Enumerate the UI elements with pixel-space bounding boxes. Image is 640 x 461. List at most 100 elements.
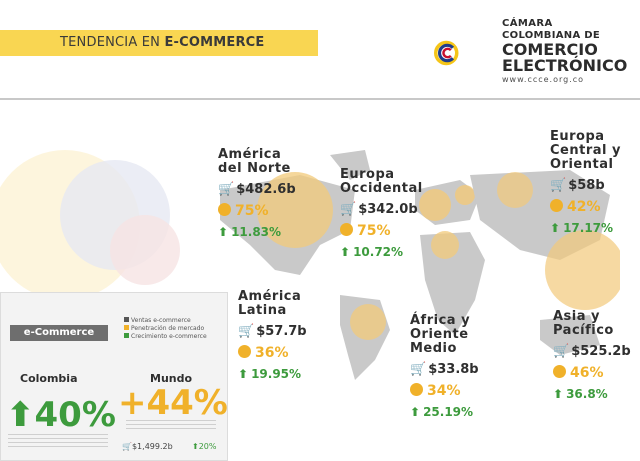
ecommerce-tag: e-Commerce xyxy=(10,325,108,341)
share-value: 34% xyxy=(427,383,461,399)
sales-amount: 🛒 $342.0b xyxy=(340,202,423,217)
amount-value: $525.2b xyxy=(571,344,631,359)
market-share: 36% xyxy=(238,345,307,361)
cart-icon: 🛒 xyxy=(553,344,570,359)
logo-text: CÁMARA COLOMBIANA DE COMERCIO ELECTRÓNIC… xyxy=(502,18,640,86)
logo-line2: COLOMBIANA DE xyxy=(502,30,601,41)
map-highlight-south-america xyxy=(350,304,386,340)
sales-amount: 🛒 $482.6b xyxy=(218,182,296,197)
header-band xyxy=(0,30,318,56)
growth-rate: ⬆ 19.95% xyxy=(238,367,307,381)
region-name-line1: Asia y xyxy=(553,309,601,324)
mundo-amount: 🛒$1,499.2b xyxy=(122,442,173,451)
market-share: 75% xyxy=(340,223,423,239)
region-north-america: América del Norte 🛒 $482.6b 75% ⬆ 11.83% xyxy=(218,148,296,239)
cart-icon: 🛒 xyxy=(340,202,357,217)
mundo-caption xyxy=(126,420,216,430)
region-name-line2: Central y xyxy=(550,143,621,158)
legend-item-growth: Crecimiento e-commerce xyxy=(124,333,207,341)
region-name-line1: América xyxy=(238,289,302,304)
region-name-line2: Latina xyxy=(238,303,287,318)
growth-value: 36.8% xyxy=(566,387,608,401)
mundo-label: Mundo xyxy=(150,372,193,385)
market-share: 46% xyxy=(553,365,631,381)
map-highlight-west-europe xyxy=(419,189,451,221)
title-bold: E-COMMERCE xyxy=(164,35,265,50)
region-africa-middle-east: África y Oriente Medio 🛒 $33.8b 34% ⬆ 25.1… xyxy=(410,314,479,419)
circle-icon xyxy=(410,383,423,396)
market-share: 75% xyxy=(218,203,296,219)
mundo-growth-value: 20% xyxy=(198,442,217,451)
amount-value: $342.0b xyxy=(358,202,418,217)
cart-icon: 🛒 xyxy=(122,442,132,451)
share-value: 75% xyxy=(235,203,269,219)
region-name-line2: Pacífico xyxy=(553,323,614,338)
arrow-up-icon: ⬆ xyxy=(410,405,421,419)
arrow-up-icon: ⬆ xyxy=(340,245,351,259)
cart-icon: 🛒 xyxy=(238,324,255,339)
title-prefix: TENDENCIA EN xyxy=(60,35,165,50)
growth-value: 19.95% xyxy=(251,367,302,381)
arrow-up-icon: ⬆ xyxy=(238,367,249,381)
map-highlight-north-america xyxy=(257,172,333,248)
map-highlight-russia xyxy=(497,172,533,208)
map-highlight-asia xyxy=(545,230,620,310)
growth-value: 11.83% xyxy=(231,225,282,239)
legend-label: Penetración de mercado xyxy=(131,325,205,332)
region-name-line1: Europa xyxy=(550,129,605,144)
cart-icon: 🛒 xyxy=(218,182,235,197)
growth-rate: ⬆ 10.72% xyxy=(340,245,423,259)
decorative-circle-red xyxy=(110,215,180,285)
growth-value: 25.19% xyxy=(423,405,474,419)
sales-amount: 🛒 $57.7b xyxy=(238,324,307,339)
share-value: 75% xyxy=(357,223,391,239)
growth-rate: ⬆ 25.19% xyxy=(410,405,479,419)
region-latin-america: América Latina 🛒 $57.7b 36% ⬆ 19.95% xyxy=(238,290,307,381)
amount-value: $33.8b xyxy=(428,362,479,377)
logo-url: www.ccce.org.co xyxy=(502,75,585,84)
circle-icon xyxy=(340,223,353,236)
map-australia xyxy=(540,315,600,355)
sales-amount: 🛒 $58b xyxy=(550,178,621,193)
legend-item-sales: Ventas e-commerce xyxy=(124,317,207,325)
map-africa xyxy=(420,232,485,335)
logo-line3: COMERCIO xyxy=(502,40,598,59)
sales-amount: 🛒 $525.2b xyxy=(553,344,631,359)
map-highlight-east-europe xyxy=(455,185,475,205)
mundo-amount-value: $1,499.2b xyxy=(131,442,173,451)
legend-label: Crecimiento e-commerce xyxy=(131,333,207,340)
growth-value: 17.17% xyxy=(563,221,614,235)
region-name-line1: Europa xyxy=(340,167,395,182)
circle-icon xyxy=(550,199,563,212)
arrow-up-icon: ⬆ xyxy=(6,395,35,435)
region-name-line2: Oriente xyxy=(410,327,469,342)
panel-legend: Ventas e-commerce Penetración de mercado… xyxy=(124,317,207,341)
market-share: 42% xyxy=(550,199,621,215)
region-name-line1: África y xyxy=(410,313,471,328)
share-value: 46% xyxy=(570,365,604,381)
sales-amount: 🛒 $33.8b xyxy=(410,362,479,377)
circle-icon xyxy=(238,345,251,358)
logo-line1: CÁMARA xyxy=(502,18,553,29)
legend-swatch xyxy=(124,333,129,338)
amount-value: $58b xyxy=(568,178,605,193)
arrow-up-icon: ⬆ xyxy=(553,387,564,401)
amount-value: $57.7b xyxy=(256,324,307,339)
mundo-growth-small: ⬆20% xyxy=(192,442,216,451)
region-name-line2: Occidental xyxy=(340,181,423,196)
region-western-europe: Europa Occidental 🛒 $342.0b 75% ⬆ 10.72% xyxy=(340,168,423,259)
header-divider xyxy=(0,98,640,100)
region-central-eastern-europe: Europa Central y Oriental 🛒 $58b 42% ⬆ 17.… xyxy=(550,130,621,235)
amount-value: $482.6b xyxy=(236,182,296,197)
circle-icon xyxy=(553,365,566,378)
ccce-logo-icon xyxy=(434,40,459,66)
legend-item-penetration: Penetración de mercado xyxy=(124,325,207,333)
map-highlight-africa xyxy=(431,231,459,259)
colombia-caption xyxy=(8,434,108,448)
colombia-growth: ⬆40% xyxy=(6,398,116,432)
page-title: TENDENCIA EN E-COMMERCE xyxy=(60,35,265,50)
cart-icon: 🛒 xyxy=(410,362,427,377)
world-map xyxy=(220,150,620,380)
growth-value: 10.72% xyxy=(353,245,404,259)
region-asia-pacific: Asia y Pacífico 🛒 $525.2b 46% ⬆ 36.8% xyxy=(553,310,631,401)
